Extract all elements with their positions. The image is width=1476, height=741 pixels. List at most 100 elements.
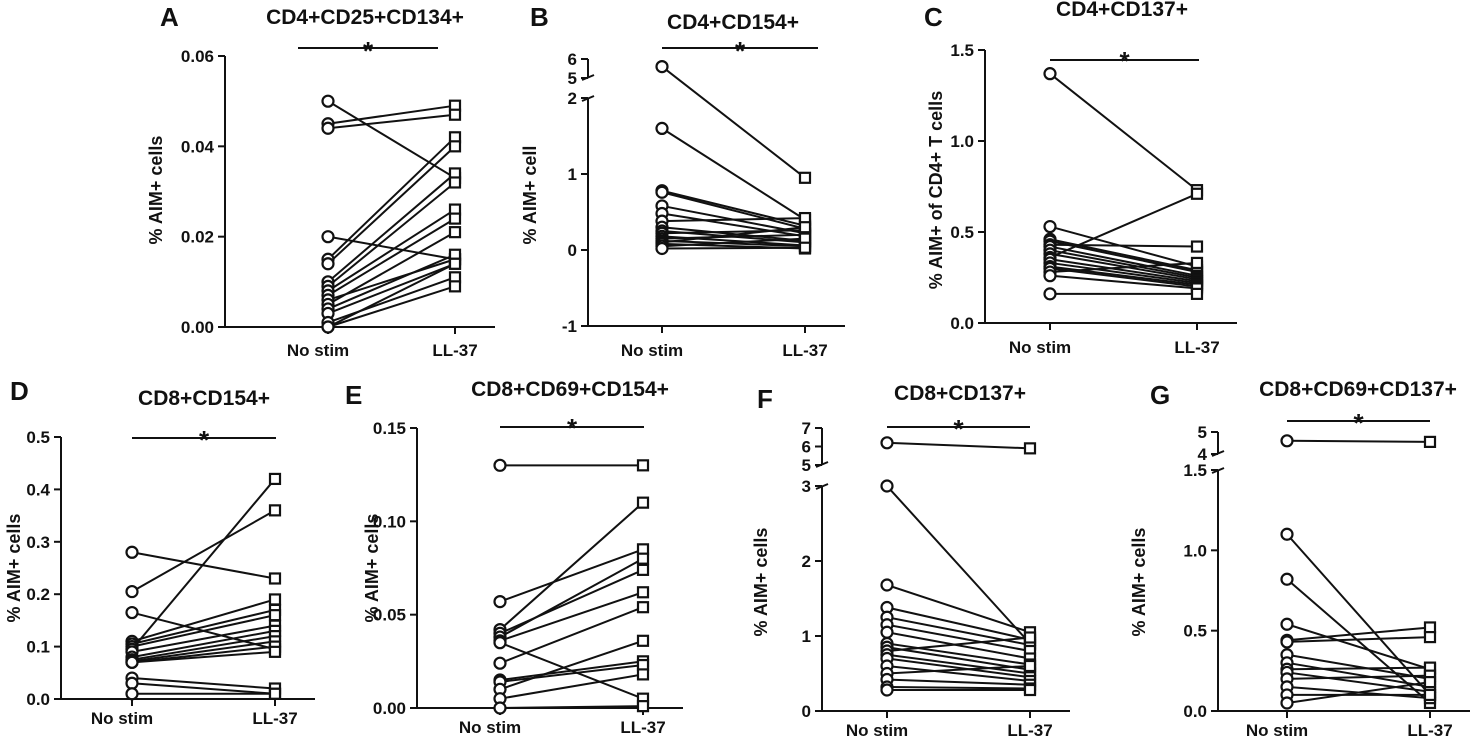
panel-g-ll37-point xyxy=(1423,675,1437,689)
panel-f-y-tick-label: 0 xyxy=(802,702,811,721)
panel-d-ll37-point xyxy=(268,504,282,517)
panel-a-y-tick-label: 0.06 xyxy=(181,47,214,66)
panel-a-title: CD4+CD25+CD134+ xyxy=(266,6,464,29)
panel-b-no-stim-point xyxy=(655,59,669,74)
panel-d-x-tick-label: LL-37 xyxy=(252,709,297,728)
panel-a-pair-line xyxy=(327,217,456,297)
panel-f-y-tick-label: 2 xyxy=(802,552,811,571)
panel-f-pair-line xyxy=(886,616,1031,646)
panel-d-no-stim-point xyxy=(125,545,139,559)
panel-g-pair-line xyxy=(1286,439,1431,443)
panel-a-y-tick-label: 0.04 xyxy=(181,137,215,156)
panel-g-no-stim-point xyxy=(1280,635,1294,649)
panel-a-pair-line xyxy=(327,231,456,306)
panel-f: F CD8+CD137+ % AIM+ cells 567 0 1 2 3 No stim LL-… xyxy=(751,382,1070,740)
panel-d-x-tick-label: No stim xyxy=(91,709,153,728)
panel-e-no-stim-point xyxy=(493,594,507,609)
panel-d-pair-line xyxy=(131,650,276,664)
panel-g-ll37-point xyxy=(1423,621,1437,634)
panel-a-pair-line xyxy=(327,276,456,324)
panel-a-pair-line xyxy=(327,104,456,125)
panel-d-ll37-point xyxy=(268,609,282,622)
panel-e-y-tick-label: 0.05 xyxy=(373,606,406,625)
panel-g: G CD8+CD69+CD137+ % AIM+ cells 4 5 0.0 0.5 1.0 1… xyxy=(1129,378,1470,740)
panel-c-ll37-point xyxy=(1190,240,1204,253)
panel-e-ll37-point xyxy=(636,563,650,576)
panel-f-pair-line xyxy=(886,665,1031,675)
panel-f-ll37-point xyxy=(1023,659,1037,673)
panel-d-y-tick-label: 0.3 xyxy=(26,533,50,552)
panel-c-ll37-point xyxy=(1190,187,1204,200)
panel-b-pair-line xyxy=(661,226,806,244)
panel-g-no-stim-point xyxy=(1280,572,1294,586)
panel-b-y-tick-label: 1 xyxy=(568,165,577,184)
panel-a-pair-line xyxy=(327,253,456,310)
panel-a-ll37-point xyxy=(448,176,462,189)
panel-c-y-tick-label: 0.5 xyxy=(950,223,974,242)
panel-f-no-stim-point xyxy=(880,578,894,592)
panel-d-ylabel: % AIM+ cells xyxy=(4,514,24,623)
panel-e-x-tick-label: LL-37 xyxy=(620,718,665,737)
panel-a-pair-line xyxy=(327,113,456,130)
panel-a-pair-line xyxy=(327,181,456,288)
panel-a-no-stim-point xyxy=(321,230,335,244)
panel-a-pair-line xyxy=(327,235,456,261)
panel-e-ll37-point xyxy=(636,496,650,509)
panel-d-pair-line xyxy=(131,614,276,648)
panel-e-pair-line xyxy=(499,591,644,642)
panel-d-y-tick-label: 0.0 xyxy=(26,690,50,709)
panel-f-y-tick-label: 3 xyxy=(802,477,811,496)
panel-g-upper-tick-label: 5 xyxy=(1198,423,1207,442)
panel-c-y-tick-label: 0.0 xyxy=(950,314,974,333)
panel-b-pair-line xyxy=(661,189,806,227)
panel-c: C CD4+CD137+ % AIM+ of CD4+ T cells 0.0 0.5 1… xyxy=(924,0,1237,357)
panel-d-pair-line xyxy=(131,635,276,661)
panel-g-letter: G xyxy=(1150,380,1170,410)
panel-g-pair-line xyxy=(1286,626,1431,642)
panel-a-pair-line xyxy=(327,172,456,283)
panel-c-y-tick-label: 1.0 xyxy=(950,132,974,151)
panel-a-ll37-point xyxy=(448,212,462,225)
panel-c-ll37-point xyxy=(1190,287,1204,300)
panel-a-y-tick-label: 0.02 xyxy=(181,228,214,247)
panel-b-no-stim-point xyxy=(655,121,669,135)
panel-c-pair-line xyxy=(1049,249,1198,279)
panel-e-y-tick-label: 0.10 xyxy=(373,512,406,531)
panel-a-ylabel: % AIM+ cells xyxy=(146,136,166,245)
panel-d-pair-line xyxy=(131,677,276,690)
panel-c-no-stim-point xyxy=(1043,287,1057,301)
panel-g-pair-line xyxy=(1286,653,1431,680)
panel-d-pair-line xyxy=(131,682,276,695)
panel-e-x-tick-label: No stim xyxy=(459,718,521,737)
panel-g-pair-line xyxy=(1286,636,1431,643)
panel-f-x-tick-label: No stim xyxy=(846,721,908,740)
panel-d-ll37-point xyxy=(268,687,282,700)
panel-b-pair-line xyxy=(661,212,806,238)
panel-b-letter: B xyxy=(530,2,549,32)
panel-b-pair-line xyxy=(661,191,806,230)
panel-b-x-tick-label: No stim xyxy=(621,341,683,360)
panel-e-pair-line xyxy=(499,548,644,603)
panel-f-y-tick-label: 1 xyxy=(802,627,811,646)
panel-c-pair-line xyxy=(1049,72,1198,191)
panel-a-pair-line xyxy=(327,145,456,265)
panel-b-upper-tick-label: 5 xyxy=(568,69,577,88)
panel-b-ll37-point xyxy=(798,221,812,234)
panel-e-ll37-point xyxy=(636,601,650,614)
panel-g-x-tick-label: LL-37 xyxy=(1407,721,1452,740)
panel-g-y-tick-label: 1.5 xyxy=(1183,461,1207,480)
panel-b-ll37-point xyxy=(798,171,812,184)
panel-a-no-stim-point xyxy=(321,320,335,334)
panel-f-pair-line xyxy=(886,441,1031,450)
panel-d-no-stim-point xyxy=(125,687,139,701)
panel-f-pair-line xyxy=(886,665,1031,682)
panel-b-y-tick-label: 2 xyxy=(568,89,577,108)
panel-g-ll37-point xyxy=(1423,688,1437,702)
panel-d-no-stim-point xyxy=(125,655,139,669)
panel-e-pair-line xyxy=(499,568,644,635)
panel-c-pair-line xyxy=(1049,243,1198,248)
panel-e: E CD8+CD69+CD154+ % AIM+ cells 0.00 0.05 0.10… xyxy=(345,378,683,737)
panel-b-axis-break xyxy=(581,74,595,81)
panel-c-letter: C xyxy=(924,2,943,32)
